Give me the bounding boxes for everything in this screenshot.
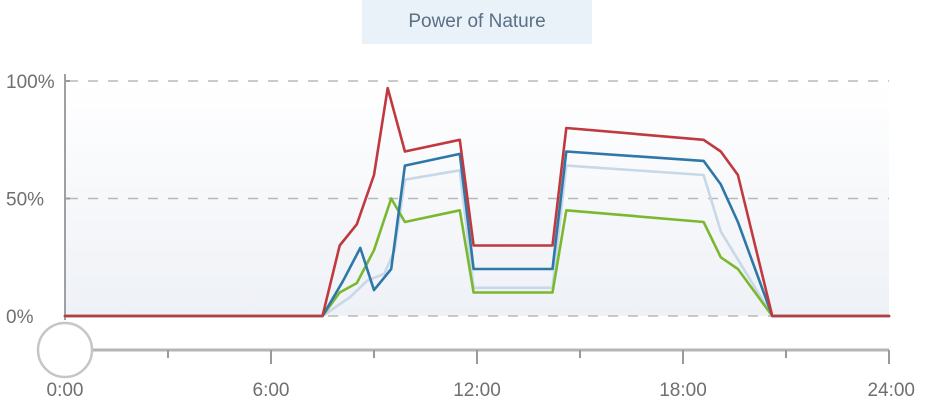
series-line-1 [63, 164, 891, 318]
x-tick-label: 12:00 [453, 380, 501, 401]
x-tick-label: 6:00 [253, 380, 290, 401]
series-line-4 [63, 86, 891, 318]
series-line-3 [63, 150, 891, 318]
x-tick-label: 24:00 [867, 380, 915, 401]
y-tick-label: 50% [6, 190, 44, 211]
time-slider-handle[interactable] [36, 321, 94, 379]
x-tick-label: 18:00 [659, 380, 707, 401]
chart-title: Power of Nature [362, 0, 592, 44]
x-tick-label: 0:00 [47, 380, 84, 401]
y-tick-label: 100% [6, 72, 55, 93]
series-line-2 [63, 197, 891, 318]
y-tick-label: 0% [6, 307, 34, 328]
